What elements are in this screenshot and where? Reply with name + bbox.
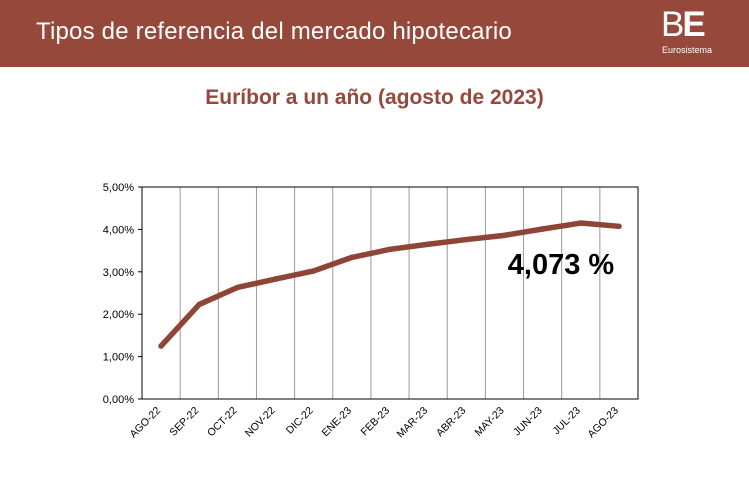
x-tick-label: MAR-23	[395, 405, 431, 441]
latest-value-annotation: 4,073 %	[508, 249, 615, 281]
x-tick-label: AGO-22	[127, 405, 163, 441]
banco-de-espana-logo: BE Eurosistema	[661, 7, 721, 59]
x-tick-label: FEB-23	[358, 405, 392, 439]
data-point	[577, 220, 584, 226]
x-tick-label: ABR-23	[434, 405, 469, 440]
x-tick-label: OCT-22	[205, 405, 240, 440]
x-tick-label: ENE-23	[319, 405, 354, 440]
x-tick-label: MAY-23	[473, 405, 507, 439]
x-tick-label: SEP-22	[167, 405, 201, 439]
y-tick-label: 1,00%	[103, 352, 134, 364]
data-point	[196, 301, 203, 308]
x-tick-label: AGO-23	[585, 405, 621, 441]
data-point	[501, 232, 508, 239]
logo-subtitle: Eurosistema	[662, 45, 713, 55]
data-point	[616, 223, 622, 230]
data-point	[349, 254, 355, 261]
logo-mark: BE	[661, 5, 706, 44]
data-point	[158, 343, 164, 349]
data-point	[463, 236, 470, 243]
y-tick-label: 0,00%	[103, 394, 134, 406]
y-tick-label: 4,00%	[103, 224, 134, 236]
data-point	[425, 241, 431, 248]
data-point	[234, 284, 241, 291]
data-point	[310, 268, 317, 274]
data-point	[272, 276, 279, 282]
chart-title: Euríbor a un año (agosto de 2023)	[205, 86, 544, 109]
data-point	[539, 226, 546, 232]
plot-area	[142, 187, 638, 399]
plot-border	[141, 186, 639, 400]
y-tick-label: 2,00%	[103, 309, 134, 321]
x-tick-label: JUN-23	[511, 405, 545, 439]
x-tick-label: NOV-22	[243, 405, 278, 440]
y-tick-label: 3,00%	[103, 267, 134, 279]
x-tick-label: JUL-23	[550, 405, 583, 438]
y-tick-label: 5,00%	[103, 182, 134, 194]
x-tick-label: DIC-22	[284, 405, 316, 437]
data-point	[387, 246, 393, 253]
header-bar: Tipos de referencia del mercado hipoteca…	[0, 0, 749, 67]
page-title: Tipos de referencia del mercado hipoteca…	[36, 18, 512, 45]
